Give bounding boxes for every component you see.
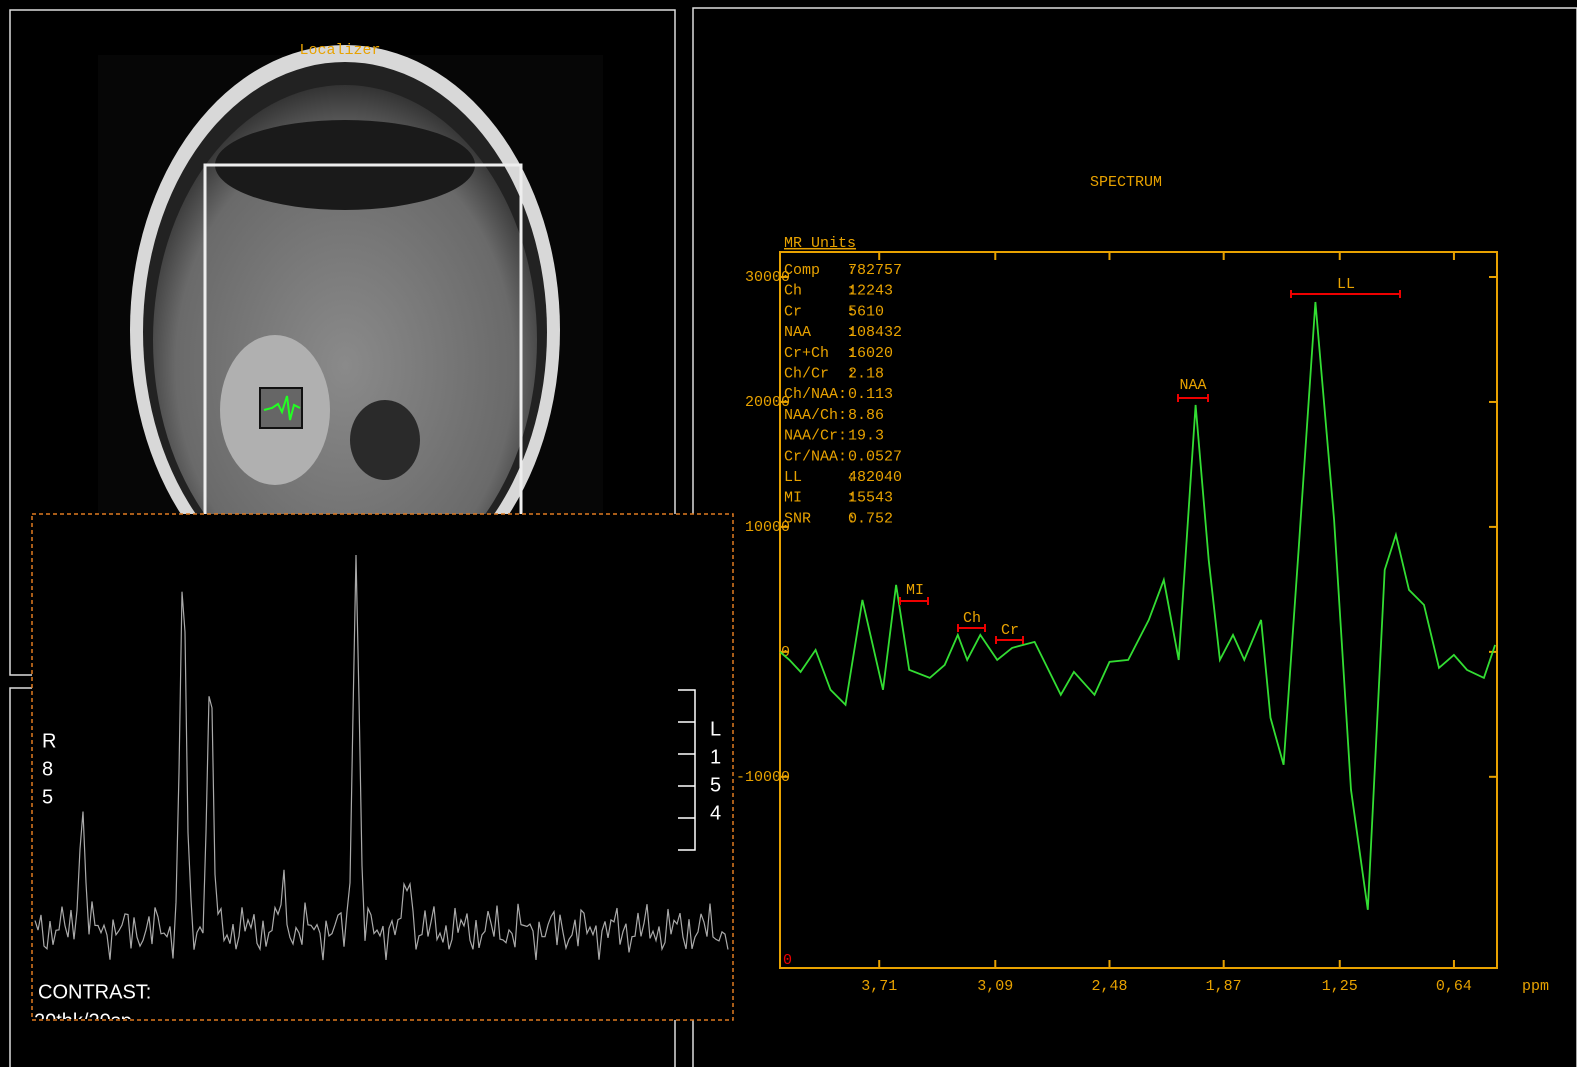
x-tick-label: 3,71 [861, 978, 897, 995]
popup-side-label: 5 [42, 786, 53, 808]
peak-range [899, 597, 929, 605]
peak-range [1177, 394, 1209, 402]
x-tick-label: 0,64 [1436, 978, 1472, 995]
metric-value: 2.18 [848, 365, 884, 382]
popup-side-label: R [42, 730, 56, 752]
spectrum-title: SPECTRUM [1090, 174, 1162, 191]
metric-label: NAA : [784, 324, 865, 341]
metric-value: 5610 [848, 303, 884, 320]
popup-labels: R 8 5 L 1 5 4 CONTRAST: 20thk/20sp [34, 718, 721, 1032]
voxel-trace [263, 395, 301, 421]
metric-label: Cr+Ch : [784, 345, 865, 362]
metric-label: SNR : [784, 510, 856, 527]
x-tick-label: 2,48 [1091, 978, 1127, 995]
metric-value: 0.752 [848, 510, 893, 527]
popup-side-label: 1 [710, 746, 721, 768]
y-axis-label: MR Units [784, 235, 856, 252]
metric-value: 16020 [848, 345, 893, 362]
metric-label: Cr : [784, 303, 865, 320]
metric-label: Comp : [784, 262, 865, 279]
y-tick-label: 30000 [745, 269, 790, 286]
peak-label: NAA [1179, 377, 1206, 394]
popup-scale [678, 689, 696, 851]
metric-value: 482040 [848, 469, 902, 486]
metric-value: 782757 [848, 262, 902, 279]
spectrum-line [779, 301, 1496, 910]
popup-side-label: 4 [710, 802, 721, 824]
x-tick-label: 3,09 [977, 978, 1013, 995]
metric-value: 15543 [848, 490, 893, 507]
y-tick-label: 20000 [745, 394, 790, 411]
metric-label: Cr/NAA: [784, 448, 847, 465]
y-tick-label: 10000 [745, 519, 790, 536]
contrast-value: 20thk/20sp [34, 1010, 132, 1032]
plot-frame [779, 251, 1498, 969]
ventricle [350, 400, 420, 480]
popup-side-label: 8 [42, 758, 53, 780]
metric-value: 8.86 [848, 407, 884, 424]
corner-label: 0 [783, 952, 792, 969]
x-axis-label: ppm [1522, 978, 1549, 995]
x-tick-label: 1,25 [1322, 978, 1358, 995]
spectrum-panel [692, 7, 1577, 1067]
popup-side-label: L [710, 718, 721, 740]
peak-label: MI [906, 582, 924, 599]
popup [31, 513, 734, 1021]
metric-value: 108432 [848, 324, 902, 341]
peak-label: Cr [1001, 622, 1019, 639]
voxel [259, 387, 303, 429]
peak-range [995, 636, 1024, 644]
metric-value: 0.0527 [848, 448, 902, 465]
metric-label: Ch : [784, 283, 865, 300]
metric-label: Ch/Cr : [784, 365, 856, 382]
peak-range [957, 624, 986, 632]
y-tick-label: -10000 [736, 769, 790, 786]
x-tick-label: 1,87 [1206, 978, 1242, 995]
metric-value: 19.3 [848, 428, 884, 445]
metric-value: 12243 [848, 283, 893, 300]
metric-label: NAA/Cr: [784, 428, 847, 445]
localizer-title: Localizer [299, 42, 380, 59]
metric-value: 0.113 [848, 386, 893, 403]
popup-side-label: 5 [710, 774, 721, 796]
peak-label: Ch [963, 610, 981, 627]
spectrum: 30000 20000 10000 0 -10000 3,71 3,09 2,48 1,87 1,… [736, 252, 1497, 995]
metric-label: Ch/NAA: [784, 386, 847, 403]
popup-trace [34, 554, 729, 961]
metric-label: NAA/Ch: [784, 407, 847, 424]
contrast-label: CONTRAST: [38, 981, 151, 1003]
metric-label: LL : [784, 469, 865, 486]
metric-label: MI : [784, 490, 865, 507]
peak-label: LL [1337, 276, 1355, 293]
peak-range [1290, 290, 1401, 298]
